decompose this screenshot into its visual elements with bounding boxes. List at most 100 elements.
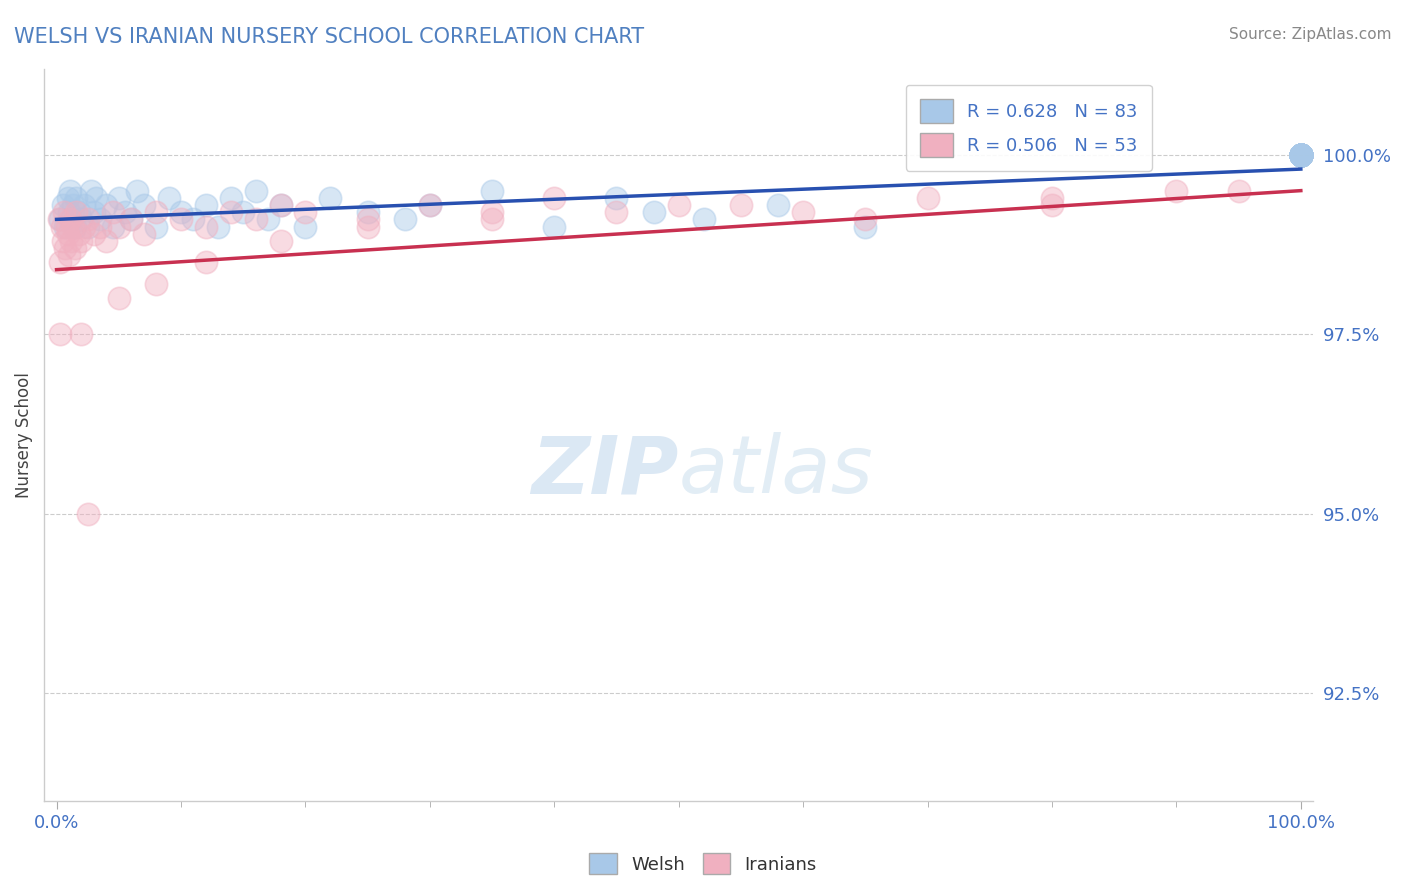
Point [1289,147,1312,161]
Point [1289,147,1312,161]
Point [481,184,503,198]
Point [63,241,86,255]
Point [668,198,690,212]
Point [294,219,316,234]
Point [62,219,84,234]
Point [59,184,82,198]
Point [1289,147,1312,161]
Legend: R = 0.628   N = 83, R = 0.506   N = 53: R = 0.628 N = 83, R = 0.506 N = 53 [905,85,1152,171]
Point [49,255,72,269]
Point [1289,147,1312,161]
Point [1289,147,1312,161]
Point [481,212,503,227]
Point [481,205,503,219]
Point [356,219,378,234]
Point [51,219,73,234]
Point [1289,147,1312,161]
Point [1289,147,1312,161]
Point [543,191,565,205]
Point [643,205,665,219]
Point [853,212,876,227]
Point [194,219,217,234]
Point [65,191,87,205]
Point [170,205,193,219]
Point [294,205,316,219]
Point [270,198,292,212]
Point [319,191,342,205]
Point [1289,147,1312,161]
Y-axis label: Nursery School: Nursery School [15,372,32,498]
Point [1289,147,1312,161]
Point [257,212,280,227]
Point [245,184,267,198]
Point [52,198,75,212]
Point [52,234,75,248]
Point [219,191,242,205]
Point [157,191,180,205]
Point [1289,147,1312,161]
Point [62,198,84,212]
Point [114,205,136,219]
Point [49,212,72,227]
Point [83,205,105,219]
Point [76,507,98,521]
Point [1227,184,1250,198]
Point [605,205,627,219]
Point [96,198,118,212]
Point [207,219,229,234]
Point [73,219,96,234]
Point [245,212,267,227]
Point [1040,198,1063,212]
Legend: Welsh, Iranians: Welsh, Iranians [581,844,825,883]
Point [53,219,76,234]
Point [145,205,167,219]
Point [89,212,111,227]
Point [132,227,155,241]
Point [80,184,103,198]
Point [270,234,292,248]
Point [356,212,378,227]
Point [145,277,167,291]
Point [194,198,217,212]
Point [419,198,441,212]
Point [1289,147,1312,161]
Point [1289,147,1312,161]
Point [170,212,193,227]
Point [56,227,79,241]
Point [232,205,254,219]
Point [1289,147,1312,161]
Point [76,219,98,234]
Point [83,227,105,241]
Point [1289,147,1312,161]
Point [605,191,627,205]
Point [1289,147,1312,161]
Point [1289,147,1312,161]
Point [1289,147,1312,161]
Point [58,248,80,262]
Point [792,205,814,219]
Point [356,205,378,219]
Point [70,212,93,227]
Point [56,191,79,205]
Point [48,212,70,227]
Point [1289,147,1312,161]
Point [1289,147,1312,161]
Point [107,219,129,234]
Point [1289,147,1312,161]
Point [194,255,217,269]
Point [1289,147,1312,161]
Point [543,219,565,234]
Point [101,219,124,234]
Point [53,205,76,219]
Point [1289,147,1312,161]
Point [107,191,129,205]
Point [67,205,90,219]
Point [270,198,292,212]
Point [219,205,242,219]
Point [59,212,82,227]
Point [60,212,83,227]
Point [55,219,77,234]
Text: Source: ZipAtlas.com: Source: ZipAtlas.com [1229,27,1392,42]
Point [60,234,83,248]
Point [1289,147,1312,161]
